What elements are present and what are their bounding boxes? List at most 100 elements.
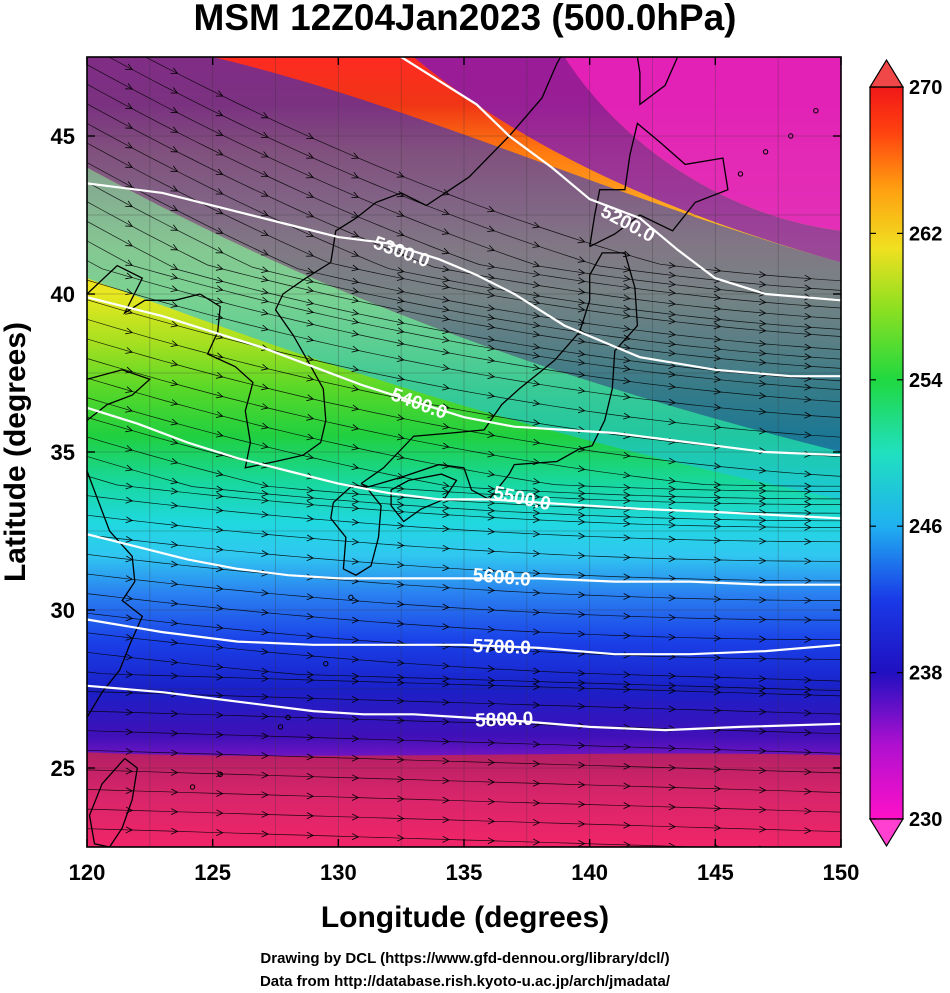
streamline-arrow: [532, 487, 541, 495]
colorbar-ticks: 230 238 246 254 262 270: [870, 77, 943, 831]
streamline-arrow: [306, 792, 315, 800]
streamline: [87, 730, 841, 754]
streamline-arrow: [441, 208, 450, 216]
streamline-arrow: [396, 355, 405, 362]
streamline-arrow: [532, 819, 541, 826]
colorbar-tick-label: 254: [909, 370, 943, 392]
streamline-arrow: [125, 44, 132, 50]
island-marker: [762, 149, 769, 155]
streamline-arrow: [306, 413, 315, 421]
streamline-arrow: [442, 680, 450, 688]
streamline-arrow: [758, 408, 767, 415]
streamline: [87, 64, 841, 300]
streamline-arrow: [306, 453, 315, 460]
streamline-arrow: [215, 129, 224, 136]
streamline-arrow: [396, 433, 405, 441]
streamline-arrow: [713, 481, 722, 489]
streamline: [87, 593, 841, 641]
streamline-arrow: [170, 477, 179, 485]
streamline-arrow: [351, 616, 360, 624]
streamline-arrow: [713, 615, 722, 623]
streamline-arrow: [532, 330, 541, 338]
streamline-arrow: [487, 335, 496, 343]
streamline-arrow: [487, 225, 496, 232]
streamline-arrow: [487, 323, 496, 330]
streamline-arrow: [351, 754, 360, 762]
streamline-arrow: [125, 239, 134, 247]
streamline-arrow: [668, 574, 677, 582]
streamline-arrow: [261, 693, 269, 701]
streamline-arrow: [668, 398, 677, 406]
streamline-arrow: [351, 794, 360, 801]
streamline-arrow: [759, 537, 767, 545]
streamline-arrow: [713, 515, 722, 523]
streamline-arrow: [215, 313, 224, 320]
streamline-arrow: [306, 171, 315, 179]
streamline-arrow: [442, 544, 450, 552]
streamline-arrow: [758, 466, 767, 474]
shading-purple-band: [413, 57, 841, 263]
streamline-arrow: [351, 557, 360, 565]
streamline-arrow: [170, 827, 179, 835]
streamline-arrow: [577, 318, 586, 326]
streamline-arrow: [487, 681, 496, 689]
streamline-arrow: [306, 152, 315, 159]
streamline-arrow: [804, 470, 812, 478]
streamline-arrow: [261, 442, 269, 449]
streamline-arrow: [758, 358, 767, 366]
streamline-arrow: [306, 486, 315, 494]
streamline-arrow: [170, 580, 179, 587]
streamline-arrow: [804, 431, 812, 439]
streamline-arrow: [442, 364, 450, 371]
streamline-arrow: [759, 516, 767, 524]
streamline-arrow: [216, 673, 224, 681]
streamline-arrow: [668, 492, 677, 500]
streamline-arrow: [125, 653, 134, 661]
streamline-arrow: [260, 210, 269, 217]
streamline-arrow: [758, 271, 767, 278]
streamline-arrow: [804, 807, 812, 815]
streamline-arrow: [261, 383, 269, 391]
streamline-arrow: [216, 750, 224, 758]
streamline-arrow: [306, 554, 315, 561]
streamline-arrow: [759, 500, 767, 508]
streamline-arrow: [306, 773, 315, 780]
streamline-arrow: [758, 326, 767, 334]
streamline-arrow: [170, 244, 179, 251]
streamline: [87, 710, 841, 735]
streamline-arrow: [125, 482, 134, 490]
island-marker: [788, 133, 794, 139]
streamline-arrow: [125, 671, 134, 678]
streamline-arrow: [713, 804, 722, 812]
streamline-arrow: [804, 729, 812, 737]
streamline-arrow: [623, 534, 631, 542]
streamline-arrow: [623, 311, 631, 319]
streamline-arrow: [578, 781, 586, 789]
streamline-arrow: [397, 580, 405, 588]
plot-area: 5200.05300.05400.05500.05600.05700.05800…: [87, 44, 841, 847]
streamline-arrow: [442, 623, 450, 630]
streamline-arrow: [487, 665, 496, 672]
streamline-arrow: [215, 149, 224, 156]
streamline-arrow: [396, 267, 405, 274]
streamline-arrow: [397, 522, 405, 529]
streamline-arrow: [216, 770, 224, 778]
streamline-arrow: [623, 275, 631, 282]
streamline-arrow: [170, 340, 179, 347]
streamline-arrow: [668, 340, 677, 348]
chart-title: MSM 12Z04Jan2023 (500.0hPa): [194, 0, 737, 38]
streamline-arrow: [170, 379, 179, 387]
contour-line: [87, 182, 841, 378]
streamline-arrow: [170, 501, 179, 509]
streamline-arrow: [668, 803, 677, 811]
streamline-arrow: [668, 498, 677, 506]
streamline-arrow: [215, 285, 224, 292]
streamline: [87, 416, 841, 505]
streamline-arrow: [442, 564, 450, 572]
streamline-arrow: [125, 63, 134, 70]
streamline-arrow: [351, 597, 360, 604]
streamline-arrow: [713, 266, 722, 274]
streamline-arrow: [396, 274, 405, 281]
streamline-arrow: [623, 573, 631, 581]
x-tick-label: 140: [571, 860, 608, 885]
